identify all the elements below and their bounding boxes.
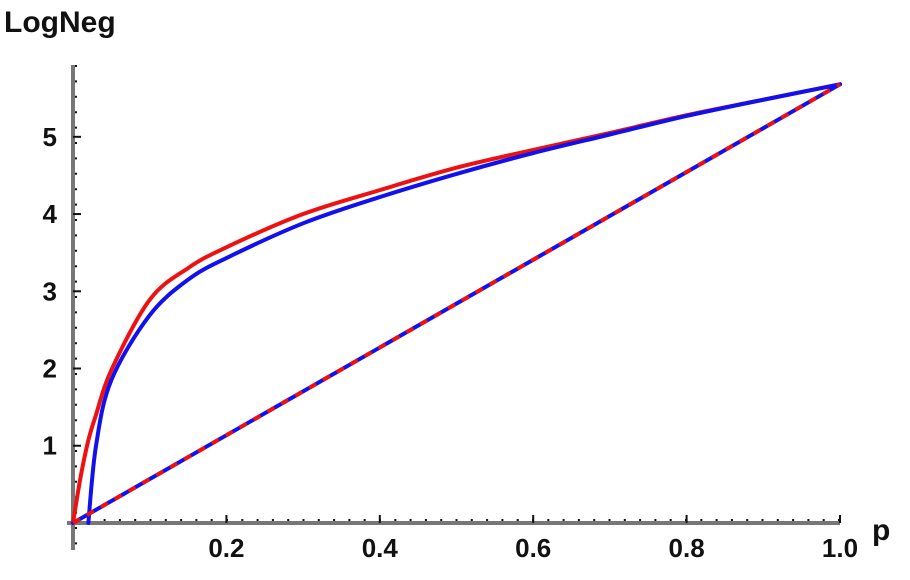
x-tick-label: 0.6 [515,533,551,563]
x-tick-label: 0.4 [362,533,399,563]
y-tick-label: 5 [43,122,57,152]
x-tick-label: 1.0 [822,533,858,563]
y-tick-label: 1 [43,431,57,461]
y-axis-label: LogNeg [4,6,116,39]
x-tick-label: 0.2 [208,533,244,563]
series-dash-overlay [72,82,841,525]
y-tick-label: 4 [43,199,58,229]
x-tick-label: 0.8 [669,533,705,563]
y-tick-label: 2 [43,354,57,384]
x-axis-label: p [872,514,890,547]
series-line [86,82,842,525]
y-tick-label: 3 [43,276,57,306]
